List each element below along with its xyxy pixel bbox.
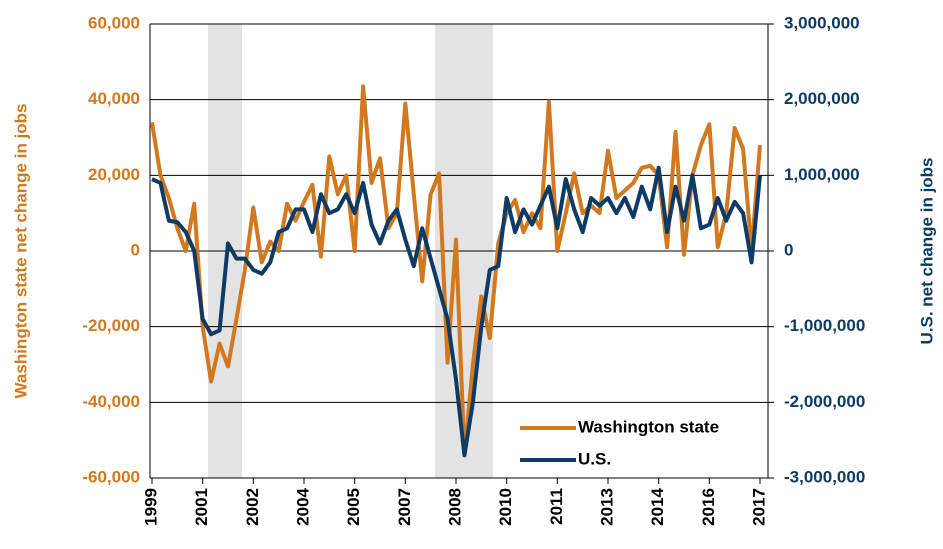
y2-tick-label: 2,000,000 — [784, 89, 860, 108]
x-tick-label: 2001 — [192, 488, 211, 526]
y-tick-label: -20,000 — [82, 316, 140, 335]
x-tick-label: 2004 — [293, 487, 312, 525]
y-tick-label: 40,000 — [88, 89, 140, 108]
y2-axis-title: U.S. net change in jobs — [917, 157, 936, 344]
x-tick-label: 2013 — [597, 488, 616, 526]
y-tick-label: 20,000 — [88, 165, 140, 184]
y2-tick-label: -1,000,000 — [784, 316, 865, 335]
x-tick-label: 2014 — [648, 487, 667, 525]
y-tick-label: -60,000 — [82, 467, 140, 486]
legend-label: U.S. — [578, 449, 611, 468]
y-tick-label: 0 — [131, 240, 140, 259]
x-tick-label: 1999 — [141, 488, 160, 526]
y2-tick-label: 1,000,000 — [784, 165, 860, 184]
x-tick-label: 2016 — [699, 488, 718, 526]
x-tick-label: 2017 — [749, 488, 768, 526]
x-tick-label: 2010 — [496, 488, 515, 526]
x-tick-label: 2008 — [445, 488, 464, 526]
series-line — [151, 165, 762, 458]
x-tick-label: 2011 — [547, 488, 566, 525]
y-tick-label: 60,000 — [88, 13, 140, 32]
y-axis-title: Washington state net change in jobs — [11, 103, 30, 398]
y2-tick-label: 3,000,000 — [784, 13, 860, 32]
y-tick-label: -40,000 — [82, 392, 140, 411]
y2-tick-label: -2,000,000 — [784, 392, 865, 411]
y2-tick-label: 0 — [784, 240, 793, 259]
x-tick-label: 2005 — [344, 488, 363, 526]
legend-label: Washington state — [578, 417, 719, 436]
y2-tick-label: -3,000,000 — [784, 467, 865, 486]
x-tick-label: 2002 — [243, 488, 262, 526]
x-tick-label: 2007 — [395, 488, 414, 526]
